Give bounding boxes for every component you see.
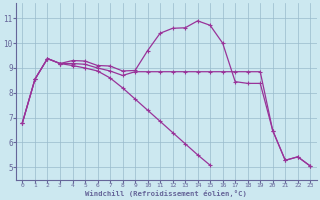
X-axis label: Windchill (Refroidissement éolien,°C): Windchill (Refroidissement éolien,°C) <box>85 190 247 197</box>
